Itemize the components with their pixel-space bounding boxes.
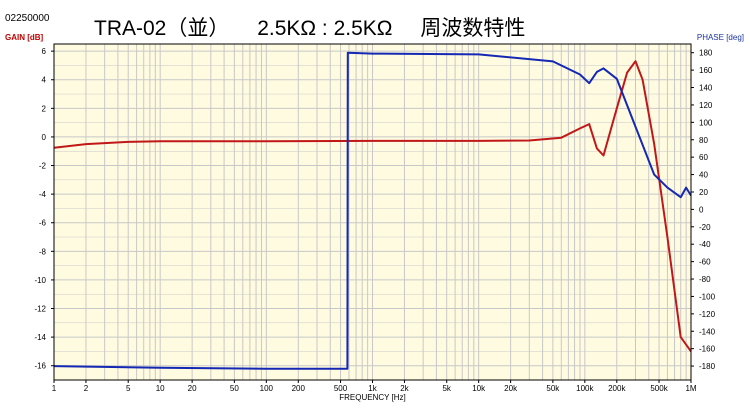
phase-tick-label: 180 <box>699 49 713 58</box>
x-tick-label: 100 <box>260 384 274 393</box>
phase-tick-label: 20 <box>699 188 708 197</box>
phase-tick-label: 0 <box>699 205 704 214</box>
x-tick-label: 100k <box>576 384 594 393</box>
x-tick-label: 5k <box>442 384 451 393</box>
x-tick-label: 20 <box>188 384 197 393</box>
gain-tick-label: -2 <box>39 162 47 171</box>
x-tick-label: 1 <box>52 384 57 393</box>
tick-labels: 1 2 5 10 20 50 100 200 500 1k 2k 5k 10k 20k 50k 100k 200… <box>34 47 715 393</box>
x-tick-label: 1M <box>685 384 696 393</box>
phase-tick-label: 100 <box>699 118 713 127</box>
gain-tick-label: -10 <box>34 276 46 285</box>
x-tick-label: 200 <box>292 384 306 393</box>
series-layer <box>53 51 692 370</box>
gain-tick-label: 4 <box>42 76 47 85</box>
gain-tick-label: 2 <box>42 104 47 113</box>
title-model: TRA-02（並） <box>94 17 230 40</box>
gain-tick-label: -8 <box>39 247 47 256</box>
phase-tick-label: -20 <box>699 223 711 232</box>
phase-tick-label: -180 <box>699 362 716 371</box>
phase-tick-label: -160 <box>699 345 716 354</box>
phase-tick-label: 40 <box>699 171 708 180</box>
phase-axis-title: PHASE [deg] <box>696 33 744 42</box>
x-tick-label: 5 <box>126 384 131 393</box>
x-tick-label: 2 <box>84 384 89 393</box>
x-axis-label: FREQUENCY [Hz] <box>339 393 406 402</box>
gain-tick-label: -4 <box>39 190 47 199</box>
title-impedance: 2.5KΩ : 2.5KΩ <box>257 17 393 40</box>
phase-tick-label: -40 <box>699 240 711 249</box>
phase-tick-label: -140 <box>699 327 716 336</box>
phase-tick-label: 160 <box>699 66 713 75</box>
gain-tick-label: 0 <box>42 133 47 142</box>
gain-tick-label: 6 <box>42 47 47 56</box>
x-tick-label: 2k <box>400 384 409 393</box>
x-tick-label: 1k <box>368 384 377 393</box>
gain-axis-title: GAIN [dB] <box>5 33 44 42</box>
x-tick-label: 20k <box>504 384 518 393</box>
chart-title: TRA-02（並） 2.5KΩ : 2.5KΩ 周波数特性 <box>94 12 547 42</box>
grid-lines <box>54 44 691 380</box>
chart-code: 02250000 <box>5 13 50 24</box>
phase-tick-label: 140 <box>699 84 713 93</box>
x-tick-label: 10 <box>156 384 165 393</box>
phase-tick-label: -80 <box>699 275 711 284</box>
x-tick-label: 200k <box>608 384 626 393</box>
phase-tick-label: -100 <box>699 292 716 301</box>
phase-tick-label: -120 <box>699 310 716 319</box>
x-tick-label: 500k <box>650 384 668 393</box>
title-subject: 周波数特性 <box>420 17 526 40</box>
x-tick-label: 50 <box>230 384 239 393</box>
gain-tick-label: -14 <box>34 333 46 342</box>
gain-tick-label: -12 <box>34 305 46 314</box>
gain-tick-label: -16 <box>34 362 46 371</box>
phase-tick-label: -60 <box>699 258 711 267</box>
gain-tick-label: -6 <box>39 219 47 228</box>
phase-tick-label: 60 <box>699 153 708 162</box>
x-tick-label: 50k <box>546 384 560 393</box>
x-tick-label: 500 <box>334 384 348 393</box>
series-line-phase <box>53 51 692 370</box>
phase-tick-label: 120 <box>699 101 713 110</box>
phase-tick-label: 80 <box>699 136 708 145</box>
x-tick-label: 10k <box>472 384 486 393</box>
series-line-gain <box>53 60 692 352</box>
